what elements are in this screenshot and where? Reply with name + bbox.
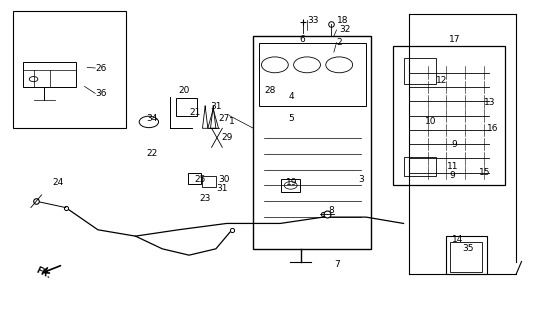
Text: 21: 21 [189,108,201,117]
Text: 24: 24 [52,178,64,187]
Text: 33: 33 [307,16,319,25]
Text: 5: 5 [288,114,294,123]
Text: 9: 9 [449,172,455,180]
Text: 17: 17 [449,35,461,44]
Text: 28: 28 [264,86,275,95]
Bar [259,43,366,106]
Text: 10: 10 [425,117,437,126]
Text: 31: 31 [211,101,222,111]
Text: 29: 29 [221,133,233,142]
Text: 20: 20 [178,86,190,95]
Text: 35: 35 [462,244,474,253]
Bar [23,62,77,87]
Text: 8: 8 [328,206,334,215]
Bar [203,176,216,187]
Text: 7: 7 [334,260,340,269]
Text: 27: 27 [218,114,230,123]
Text: 18: 18 [336,16,348,25]
Bar [13,11,126,128]
Text: 12: 12 [436,76,447,85]
Text: 26: 26 [95,63,107,73]
Bar [393,46,506,185]
Text: 23: 23 [200,194,211,203]
Bar [281,179,300,192]
Text: 15: 15 [479,168,490,177]
Text: 2: 2 [336,38,342,47]
Text: 31: 31 [216,184,227,193]
Text: 1: 1 [229,117,235,126]
Text: 13: 13 [484,99,495,108]
Text: 16: 16 [487,124,498,133]
Bar [446,236,487,274]
Bar [404,59,436,84]
Text: 25: 25 [195,174,206,184]
Text: 19: 19 [286,178,297,187]
Bar [188,173,202,184]
Text: 30: 30 [218,174,230,184]
Text: 14: 14 [452,235,463,244]
Text: 34: 34 [146,114,157,123]
Bar [176,98,197,116]
Bar [253,36,371,249]
Bar [450,242,482,272]
Text: 6: 6 [299,35,305,44]
Text: 4: 4 [288,92,294,101]
Text: 22: 22 [146,149,157,158]
Text: 11: 11 [446,162,458,171]
Text: 32: 32 [339,25,350,35]
Text: 3: 3 [358,174,364,184]
Text: 36: 36 [95,89,107,98]
Bar [404,157,436,176]
Text: FR.: FR. [34,265,52,280]
Text: 9: 9 [452,140,458,148]
